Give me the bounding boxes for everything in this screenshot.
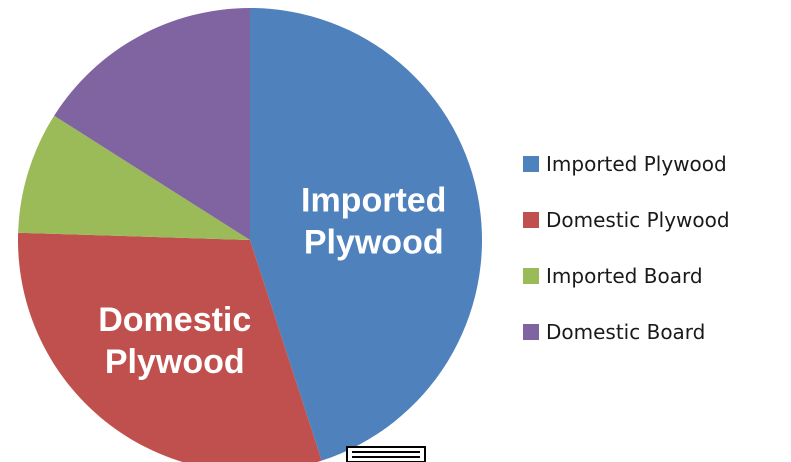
legend-label: Imported Plywood [546,152,727,176]
legend-label: Domestic Board [546,320,706,344]
legend-item-imported-board: Imported Board [523,248,785,304]
legend: Imported Plywood Domestic Plywood Import… [523,136,785,360]
legend-item-imported-plywood: Imported Plywood [523,136,785,192]
slice-data-label-line: Plywood [105,343,245,381]
legend-swatch-imported-board [523,268,539,284]
resize-handle[interactable] [346,446,426,462]
legend-label: Domestic Plywood [546,208,730,232]
legend-label: Imported Board [546,264,703,288]
legend-swatch-imported-plywood [523,156,539,172]
legend-item-domestic-board: Domestic Board [523,304,785,360]
pie-slice-domestic-plywood [18,232,322,462]
slice-data-label-line: Imported [301,181,446,219]
slice-data-label-domestic-plywood: Domestic Plywood [98,301,251,381]
legend-swatch-domestic-board [523,324,539,340]
slice-data-label-line: Domestic [98,301,251,339]
pie-slice-imported-plywood [250,8,483,461]
pie-slice-imported-board [18,115,251,240]
pie-slice-domestic-board [54,8,250,240]
slice-data-label-imported-plywood: Imported Plywood [301,181,446,261]
slice-data-label-line: Plywood [304,223,444,261]
legend-item-domestic-plywood: Domestic Plywood [523,192,785,248]
legend-swatch-domestic-plywood [523,212,539,228]
